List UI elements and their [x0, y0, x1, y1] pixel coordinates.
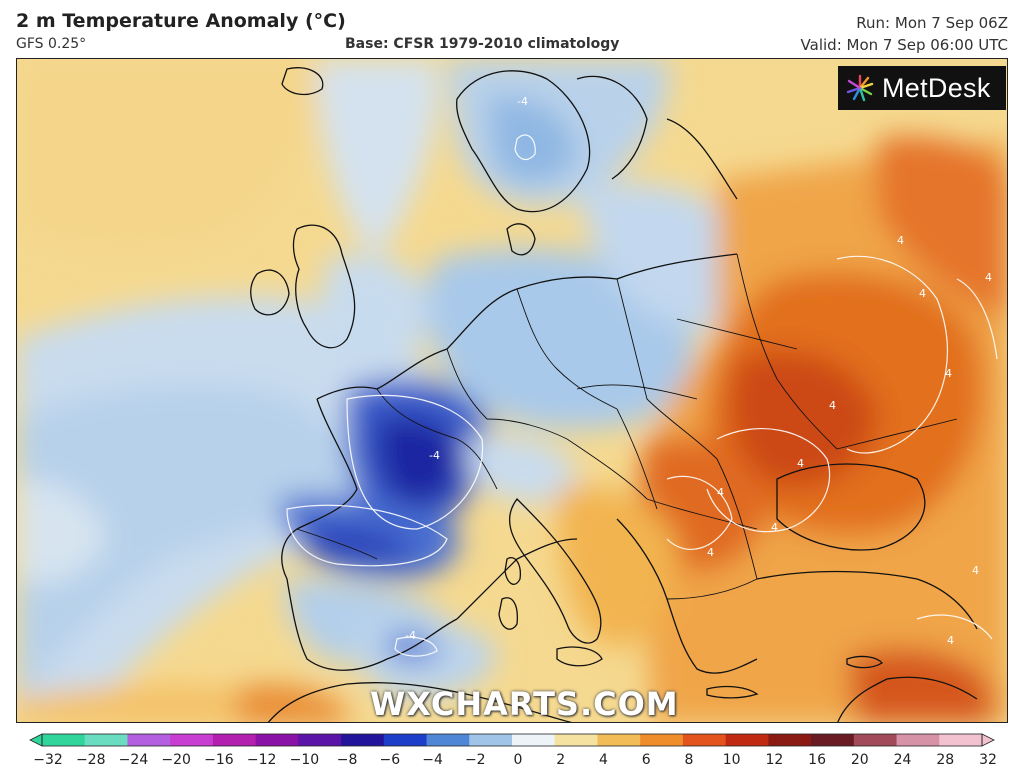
- colorbar-tick-label: 24: [893, 752, 912, 768]
- colorbar-segment: [84, 734, 128, 746]
- colorbar-tick-label: −24: [118, 752, 149, 768]
- colorbar-segment: [725, 734, 769, 746]
- contour-label: 4: [945, 367, 952, 380]
- colorbar-tick-label: −12: [246, 752, 277, 768]
- valid-time-label: Valid: Mon 7 Sep 06:00 UTC: [800, 36, 1008, 54]
- colorbar-tick-label: 20: [850, 752, 869, 768]
- colorbar-tick-label: −20: [161, 752, 191, 768]
- temperature-anomaly-map: 4 4 4 4 4 4 4 4 4 4 4 -4 -4 -4: [16, 58, 1008, 723]
- colorbar-segment: [255, 734, 299, 746]
- burst-logo-icon: [846, 74, 874, 102]
- colorbar-segment: [682, 734, 727, 746]
- colorbar-segment: [469, 734, 513, 746]
- colorbar-segment: [341, 734, 385, 746]
- colorbar-segment: [554, 734, 598, 746]
- chart-title: 2 m Temperature Anomaly (°C): [16, 10, 346, 32]
- colorbar-segment: [640, 734, 684, 746]
- colorbar-tick-label: 8: [684, 752, 694, 768]
- wxcharts-watermark: WXCHARTS.COM: [370, 685, 679, 723]
- colorbar-tick-label: 4: [598, 752, 608, 768]
- colorbar-tick-label: 0: [513, 752, 523, 768]
- colorbar-max-arrow: [981, 733, 995, 747]
- colorbar-tick-label: 32: [979, 752, 997, 768]
- colorbar-segments: [42, 734, 983, 746]
- model-label: GFS 0.25°: [16, 36, 87, 52]
- colorbar: [29, 733, 995, 747]
- contour-label: 4: [829, 399, 836, 412]
- colorbar-tick-label: −32: [33, 752, 63, 768]
- colorbar-tick-label: −28: [75, 752, 106, 768]
- country-borders: [296, 253, 958, 600]
- metdesk-logo: MetDesk: [838, 66, 1006, 110]
- colorbar-segment: [811, 734, 855, 746]
- contour-label: -4: [517, 95, 528, 108]
- colorbar-tick-label: 10: [722, 752, 741, 768]
- contour-labels: 4 4 4 4 4 4 4 4 4 4 4 -4 -4 -4: [405, 95, 992, 647]
- contour-label: 4: [985, 271, 992, 284]
- colorbar-tick-label: 2: [556, 752, 566, 768]
- colorbar-frame: [41, 733, 983, 747]
- run-time-label: Run: Mon 7 Sep 06Z: [856, 14, 1008, 32]
- colorbar-tick-labels: −32 −28 −24 −20 −16 −12 −10 −8 −6 −4 −2 0 2 4 6 8 10 12 16…: [0, 752, 1024, 774]
- colorbar-tick-label: −16: [204, 752, 234, 768]
- colorbar-tick-label: −4: [422, 752, 443, 768]
- contour-label: 4: [797, 457, 804, 470]
- colorbar-segment: [512, 734, 556, 746]
- colorbar-segment: [597, 734, 641, 746]
- contour-label: 4: [972, 564, 979, 577]
- anomaly-field: [17, 59, 1007, 722]
- colorbar-segment: [383, 734, 428, 746]
- contour-label: 4: [707, 546, 714, 559]
- colorbar-segment: [212, 734, 257, 746]
- logo-text: MetDesk: [882, 72, 991, 103]
- colorbar-tick-label: 16: [808, 752, 826, 768]
- colorbar-segment: [939, 734, 983, 746]
- colorbar-segment: [853, 734, 898, 746]
- contour-label: -4: [429, 449, 440, 462]
- colorbar-tick-label: −6: [379, 752, 401, 768]
- colorbar-min-arrow: [29, 733, 43, 747]
- contour-label: 4: [947, 634, 954, 647]
- colorbar-tick-label: 12: [765, 752, 784, 768]
- contour-label: 4: [717, 486, 724, 499]
- colorbar-segment: [298, 734, 342, 746]
- colorbar-segment: [896, 734, 940, 746]
- anomaly-contours: [286, 134, 998, 657]
- colorbar-segment: [426, 734, 470, 746]
- colorbar-segment: [170, 734, 214, 746]
- colorbar-tick-label: 28: [936, 752, 955, 768]
- climatology-base-label: Base: CFSR 1979-2010 climatology: [345, 36, 620, 52]
- colorbar-tick-label: −8: [336, 752, 358, 768]
- contour-label: -4: [405, 629, 416, 642]
- colorbar-tick-label: −2: [464, 752, 486, 768]
- colorbar-tick-label: 6: [641, 752, 651, 768]
- colorbar-tick-label: −10: [289, 752, 320, 768]
- contour-label: 4: [771, 521, 778, 534]
- map-canvas: 4 4 4 4 4 4 4 4 4 4 4 -4 -4 -4: [17, 59, 1007, 722]
- contour-label: 4: [897, 234, 904, 247]
- colorbar-segment: [42, 734, 86, 746]
- contour-label: 4: [919, 287, 926, 300]
- colorbar-segment: [768, 734, 812, 746]
- colorbar-segment: [127, 734, 171, 746]
